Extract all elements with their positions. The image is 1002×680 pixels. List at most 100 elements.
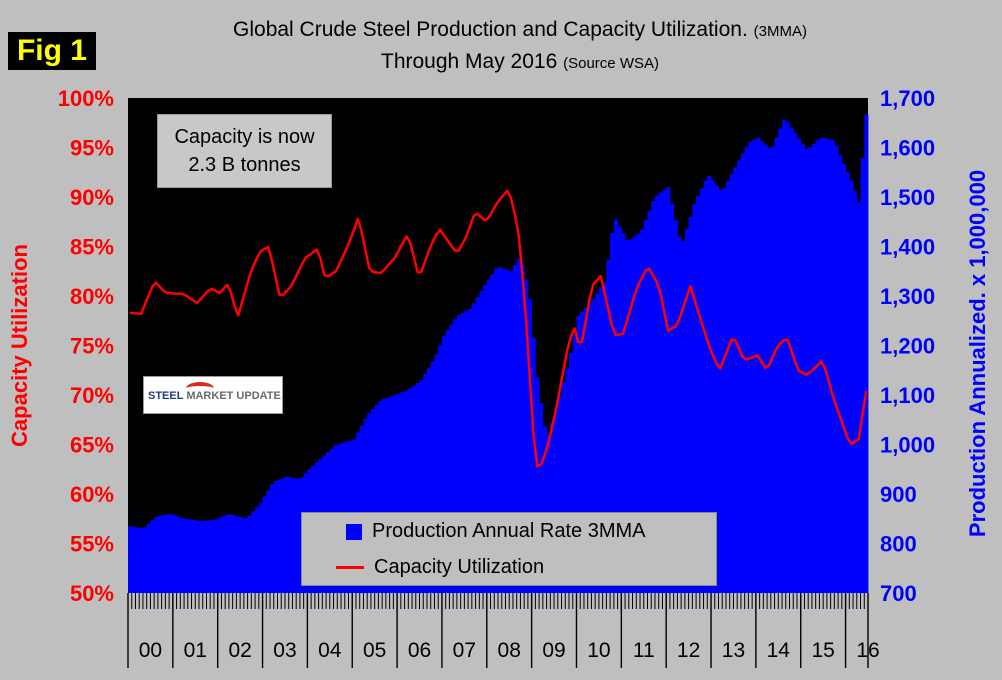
production-bar — [483, 285, 488, 593]
y-left-tick-label: 50% — [70, 581, 114, 606]
production-bar — [273, 480, 278, 593]
production-bar — [412, 385, 417, 593]
production-bar — [288, 477, 293, 593]
production-bar — [266, 490, 271, 593]
production-bar — [225, 514, 230, 593]
production-bar — [206, 520, 211, 593]
production-bar — [759, 141, 764, 594]
production-bar — [486, 279, 491, 593]
production-bar — [632, 236, 637, 593]
logo-swoosh-icon — [186, 382, 214, 395]
production-bar — [830, 139, 835, 594]
x-tick-label: 14 — [767, 639, 791, 662]
production-bar — [501, 268, 506, 593]
production-bar — [135, 527, 140, 593]
production-bar — [408, 388, 413, 593]
production-bar — [359, 425, 364, 593]
production-bar — [692, 204, 697, 594]
production-bar — [576, 315, 581, 593]
production-bar — [374, 404, 379, 593]
y-right-tick-label: 1,700 — [880, 86, 935, 111]
production-bar — [191, 520, 196, 593]
production-bar — [838, 154, 843, 594]
production-bar — [213, 519, 219, 593]
x-tick-label: 03 — [273, 639, 296, 662]
legend-label-utilization: Capacity Utilization — [374, 556, 545, 578]
y-left-tick-label: 60% — [70, 482, 114, 507]
production-bar — [296, 478, 301, 593]
production-bar — [654, 195, 660, 593]
production-bar — [856, 201, 861, 593]
production-bar — [684, 229, 690, 594]
production-bar — [789, 127, 794, 593]
production-bar — [385, 397, 391, 593]
production-bar — [737, 160, 742, 593]
production-bar — [247, 515, 252, 593]
production-bar — [367, 413, 372, 593]
production-bar — [539, 403, 544, 593]
y-left-tick-label: 55% — [70, 532, 114, 557]
production-bar — [284, 476, 290, 593]
production-bar — [142, 527, 148, 593]
production-bar — [587, 303, 592, 593]
production-bar — [662, 189, 667, 593]
production-bar — [441, 335, 447, 593]
production-bar — [853, 190, 858, 593]
production-bar — [172, 515, 177, 593]
production-bar — [524, 279, 529, 593]
production-bar — [569, 352, 574, 593]
production-bar — [389, 396, 394, 593]
production-bar — [400, 391, 405, 593]
y-right-tick-label: 1,500 — [880, 185, 935, 210]
production-bar — [277, 479, 282, 593]
x-tick-label: 13 — [722, 639, 745, 662]
production-bar — [647, 210, 652, 594]
production-bar — [195, 520, 200, 593]
production-bar — [243, 518, 248, 593]
legend-swatch-production — [346, 523, 362, 540]
production-bar — [755, 137, 761, 593]
y-right-tick-label: 700 — [880, 581, 917, 606]
x-tick-label: 01 — [184, 639, 207, 662]
production-bar — [767, 147, 772, 593]
production-bar — [834, 145, 839, 593]
production-bar — [711, 180, 716, 593]
production-bar — [460, 312, 465, 593]
y-right-tick-label: 1,000 — [880, 433, 935, 458]
logo-word-steel: STEEL — [148, 390, 184, 402]
x-tick-label: 02 — [228, 639, 251, 662]
production-bar — [804, 148, 809, 593]
production-bar — [251, 511, 256, 593]
production-bar — [864, 114, 869, 593]
production-bar — [531, 338, 536, 593]
x-tick-label: 08 — [498, 639, 521, 662]
production-bar — [180, 518, 185, 593]
y-right-tick-label: 1,100 — [880, 383, 935, 408]
production-bar — [796, 138, 802, 593]
y-right-tick-label: 1,300 — [880, 284, 935, 309]
production-bar — [733, 167, 738, 594]
production-bar — [583, 307, 589, 593]
x-tick-label: 05 — [363, 639, 386, 662]
production-bar — [535, 377, 540, 593]
production-bar — [658, 192, 663, 593]
production-bar — [434, 354, 439, 593]
production-bar — [595, 293, 600, 593]
y-left-axis-title: Capacity Utilization — [7, 244, 32, 447]
production-bar — [613, 219, 618, 594]
production-bar — [382, 398, 387, 593]
production-bar — [217, 517, 222, 593]
production-bar — [774, 137, 779, 593]
production-bar — [729, 174, 734, 594]
production-bar — [494, 268, 499, 593]
production-bar — [456, 314, 462, 593]
production-bar — [826, 139, 832, 594]
production-bar — [255, 507, 260, 593]
production-bar — [184, 519, 189, 593]
y-left-tick-label: 75% — [70, 334, 114, 359]
production-bar — [157, 515, 163, 593]
production-bar — [744, 146, 749, 594]
production-bar — [210, 520, 215, 593]
production-bar — [240, 517, 245, 593]
production-bar — [699, 188, 704, 593]
